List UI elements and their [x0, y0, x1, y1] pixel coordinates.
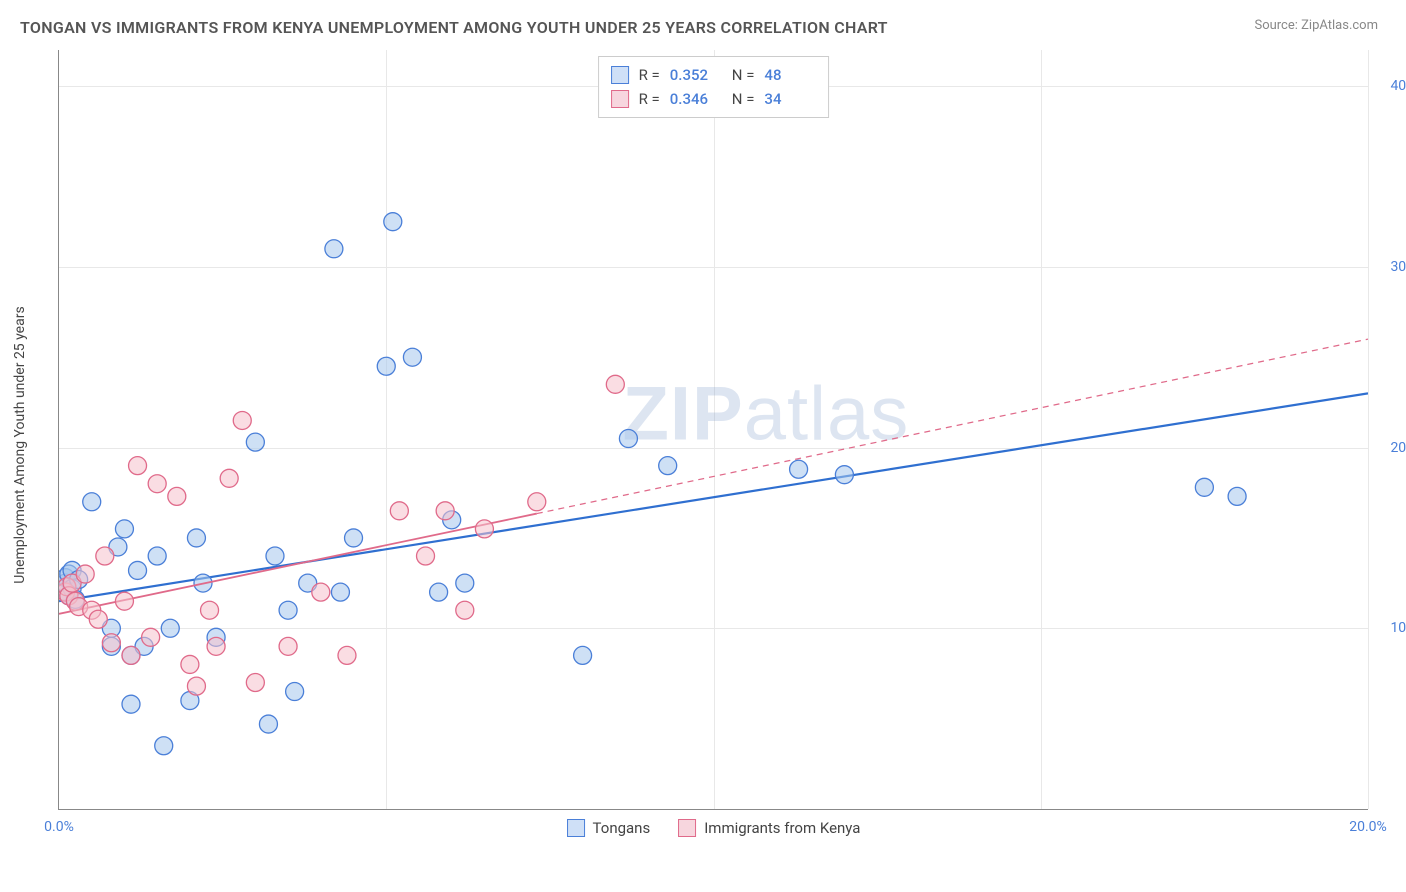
legend-stats: R = 0.352 N = 48 R = 0.346 N = 34	[598, 56, 830, 118]
point-Tongans	[574, 646, 592, 664]
point-Tongans	[246, 433, 264, 451]
n-value: 34	[764, 90, 816, 108]
point-Immigrants from Kenya	[89, 610, 107, 628]
point-Tongans	[129, 561, 147, 579]
point-Tongans	[619, 430, 637, 448]
point-Immigrants from Kenya	[417, 547, 435, 565]
point-Immigrants from Kenya	[201, 601, 219, 619]
legend-stats-row-tongans: R = 0.352 N = 48	[611, 63, 817, 87]
swatch-tongans	[611, 66, 629, 84]
point-Immigrants from Kenya	[312, 583, 330, 601]
scatter-svg	[59, 50, 1368, 809]
legend-series: Tongans Immigrants from Kenya	[567, 819, 861, 837]
legend-label: Tongans	[593, 819, 651, 837]
point-Tongans	[161, 619, 179, 637]
ytick-label: 40.0%	[1378, 78, 1406, 94]
point-Immigrants from Kenya	[436, 502, 454, 520]
legend-stats-row-kenya: R = 0.346 N = 34	[611, 87, 817, 111]
point-Tongans	[155, 737, 173, 755]
point-Tongans	[286, 683, 304, 701]
legend-item-kenya: Immigrants from Kenya	[678, 819, 860, 837]
r-label: R =	[639, 90, 660, 108]
point-Tongans	[456, 574, 474, 592]
point-Tongans	[259, 715, 277, 733]
point-Immigrants from Kenya	[207, 637, 225, 655]
point-Immigrants from Kenya	[115, 592, 133, 610]
point-Tongans	[384, 213, 402, 231]
source-attribution: Source: ZipAtlas.com	[1254, 18, 1378, 33]
point-Immigrants from Kenya	[187, 677, 205, 695]
point-Tongans	[115, 520, 133, 538]
point-Immigrants from Kenya	[390, 502, 408, 520]
xtick-label: 0.0%	[44, 819, 74, 835]
point-Tongans	[835, 466, 853, 484]
ytick-label: 10.0%	[1378, 620, 1406, 636]
ytick-label: 20.0%	[1378, 440, 1406, 456]
point-Tongans	[377, 357, 395, 375]
r-value: 0.352	[670, 66, 722, 84]
point-Immigrants from Kenya	[102, 634, 120, 652]
point-Tongans	[430, 583, 448, 601]
point-Immigrants from Kenya	[76, 565, 94, 583]
n-label: N =	[732, 66, 755, 84]
legend-label: Immigrants from Kenya	[704, 819, 860, 837]
point-Immigrants from Kenya	[475, 520, 493, 538]
point-Tongans	[148, 547, 166, 565]
point-Immigrants from Kenya	[181, 655, 199, 673]
point-Immigrants from Kenya	[279, 637, 297, 655]
point-Tongans	[266, 547, 284, 565]
xtick-label: 20.0%	[1349, 819, 1387, 835]
swatch-kenya	[611, 90, 629, 108]
point-Immigrants from Kenya	[122, 646, 140, 664]
point-Immigrants from Kenya	[338, 646, 356, 664]
point-Tongans	[1195, 478, 1213, 496]
point-Immigrants from Kenya	[246, 674, 264, 692]
point-Tongans	[345, 529, 363, 547]
point-Immigrants from Kenya	[129, 457, 147, 475]
point-Immigrants from Kenya	[220, 469, 238, 487]
point-Immigrants from Kenya	[233, 411, 251, 429]
gridline-v	[1368, 50, 1369, 809]
chart-title: TONGAN VS IMMIGRANTS FROM KENYA UNEMPLOY…	[20, 18, 888, 37]
r-value: 0.346	[670, 90, 722, 108]
point-Tongans	[331, 583, 349, 601]
point-Immigrants from Kenya	[168, 487, 186, 505]
trendline-dash-Immigrants from Kenya	[537, 339, 1368, 513]
legend-item-tongans: Tongans	[567, 819, 651, 837]
ytick-label: 30.0%	[1378, 259, 1406, 275]
swatch-kenya	[678, 819, 696, 837]
point-Immigrants from Kenya	[148, 475, 166, 493]
point-Immigrants from Kenya	[142, 628, 160, 646]
point-Tongans	[325, 240, 343, 258]
point-Tongans	[187, 529, 205, 547]
point-Tongans	[279, 601, 297, 619]
trendline-Tongans	[59, 393, 1368, 601]
n-value: 48	[764, 66, 816, 84]
point-Tongans	[1228, 487, 1246, 505]
chart-container: Unemployment Among Youth under 25 years …	[48, 50, 1378, 840]
point-Tongans	[122, 695, 140, 713]
y-axis-label: Unemployment Among Youth under 25 years	[12, 306, 28, 583]
plot-area: R = 0.352 N = 48 R = 0.346 N = 34 ZIPatl…	[58, 50, 1368, 810]
point-Tongans	[790, 460, 808, 478]
point-Tongans	[403, 348, 421, 366]
swatch-tongans	[567, 819, 585, 837]
point-Immigrants from Kenya	[456, 601, 474, 619]
point-Tongans	[83, 493, 101, 511]
n-label: N =	[732, 90, 755, 108]
point-Immigrants from Kenya	[606, 375, 624, 393]
point-Tongans	[659, 457, 677, 475]
point-Immigrants from Kenya	[96, 547, 114, 565]
point-Immigrants from Kenya	[528, 493, 546, 511]
r-label: R =	[639, 66, 660, 84]
